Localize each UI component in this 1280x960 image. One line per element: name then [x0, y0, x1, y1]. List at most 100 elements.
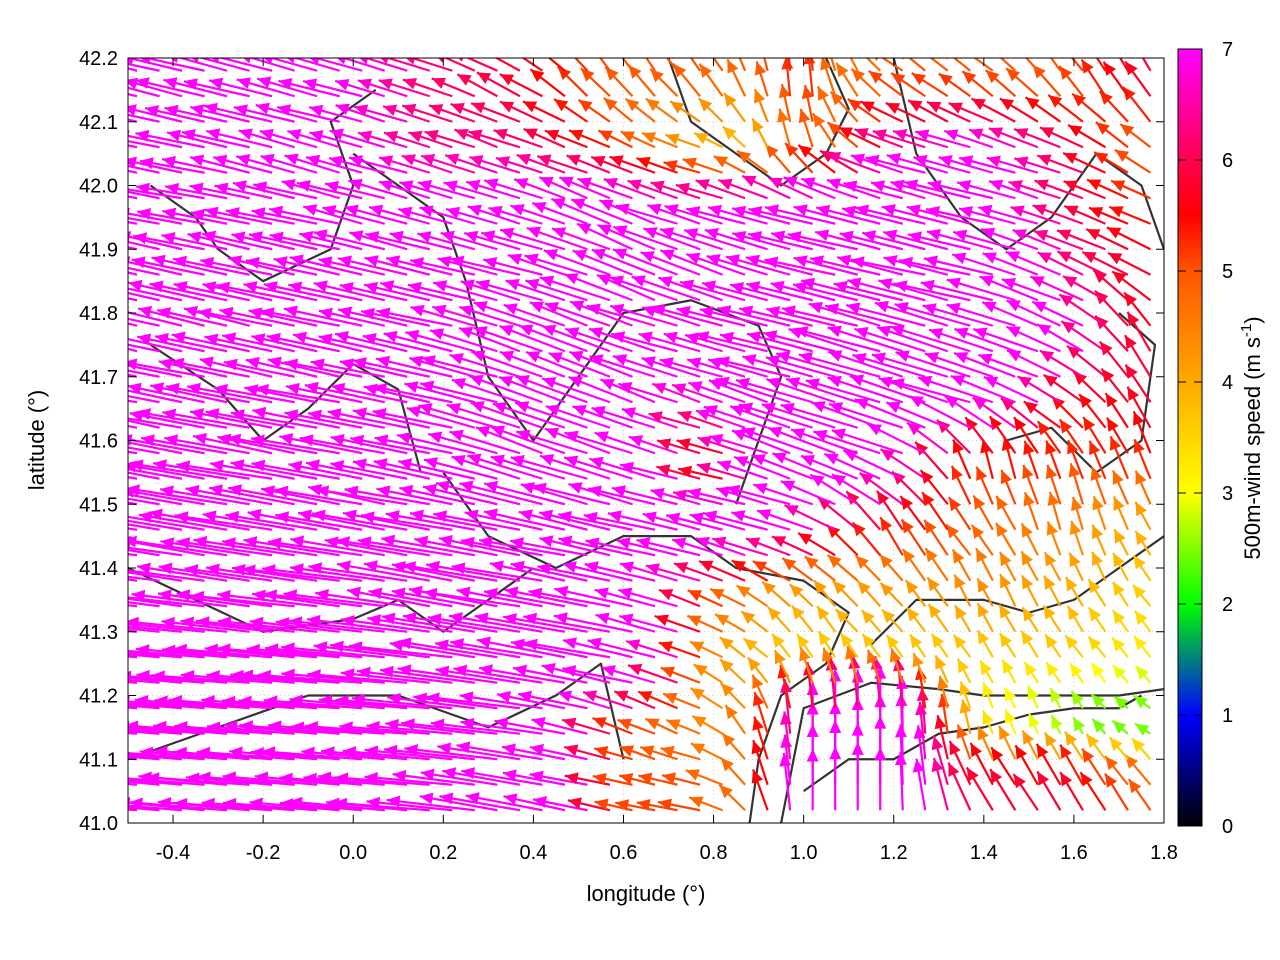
- wind-vector-head: [146, 772, 160, 785]
- wind-vector-head: [1022, 730, 1034, 745]
- wind-vector-head: [767, 606, 782, 621]
- wind-vector-head: [197, 771, 211, 784]
- wind-vector-head: [660, 745, 675, 758]
- wind-vector-shaft: [689, 58, 701, 72]
- wind-vector: [128, 519, 183, 531]
- wind-vector: [251, 589, 340, 608]
- wind-vector-head: [799, 647, 811, 662]
- wind-vector: [531, 716, 588, 735]
- wind-vector-head: [1032, 204, 1047, 216]
- wind-vector-shaft: [128, 552, 138, 557]
- wind-vector-head: [391, 561, 406, 573]
- wind-vector: [969, 742, 994, 786]
- wind-vector-head: [110, 591, 124, 603]
- wind-vector-head: [1015, 745, 1028, 760]
- wind-vector: [513, 178, 566, 200]
- wind-vector: [128, 704, 160, 710]
- wind-vector: [826, 523, 859, 557]
- wind-vector: [1021, 730, 1039, 760]
- wind-vector: [719, 636, 746, 659]
- wind-vector-shaft: [381, 615, 476, 633]
- wind-vector: [453, 664, 543, 684]
- wind-vector: [437, 742, 521, 761]
- wind-vector-shaft: [275, 513, 363, 531]
- wind-vector: [281, 642, 385, 659]
- wind-vector: [972, 494, 994, 531]
- wind-vector-head: [1025, 97, 1040, 110]
- wind-vector-shaft: [128, 548, 160, 557]
- wind-vector: [1090, 693, 1107, 710]
- wind-vector-shaft: [129, 801, 228, 812]
- wind-vector: [289, 694, 385, 710]
- wind-vector-head: [38, 670, 51, 682]
- wind-vector: [826, 554, 859, 582]
- wind-vector-head: [617, 718, 632, 730]
- wind-vector-head: [266, 332, 281, 345]
- colorbar-tick-label: 4: [1222, 372, 1233, 394]
- y-tick-label: 42.1: [79, 112, 118, 134]
- wind-vector-head: [433, 510, 448, 523]
- wind-vector-head: [757, 509, 772, 521]
- wind-vector-head: [414, 535, 429, 548]
- wind-vector: [128, 622, 205, 633]
- wind-vector-shaft: [311, 512, 408, 531]
- wind-vector: [1072, 716, 1086, 735]
- wind-vector: [387, 692, 475, 710]
- wind-vector: [951, 548, 972, 582]
- wind-vector: [1087, 635, 1107, 658]
- wind-vector: [1036, 154, 1084, 174]
- wind-vector-head: [435, 665, 450, 678]
- wind-vector-head: [101, 644, 114, 656]
- wind-vector-head: [874, 58, 879, 61]
- wind-vector-head: [430, 718, 445, 731]
- wind-vector: [854, 554, 882, 582]
- wind-vector-head: [514, 178, 529, 190]
- wind-vector-shaft: [151, 674, 250, 684]
- wind-vector-head: [335, 694, 349, 707]
- wind-vector-head: [206, 563, 220, 576]
- wind-vector: [184, 564, 273, 582]
- wind-vector-shaft: [383, 748, 475, 761]
- wind-vector-head: [250, 747, 264, 760]
- wind-vector-head: [464, 509, 479, 522]
- wind-vector-head: [953, 635, 967, 650]
- wind-vector-head: [222, 537, 236, 550]
- wind-vector-head: [397, 637, 412, 650]
- wind-vector-head: [988, 179, 1004, 192]
- wind-vector-head: [982, 682, 994, 697]
- wind-vector: [392, 769, 475, 786]
- wind-vector-head: [392, 769, 407, 782]
- wind-vector: [1020, 522, 1039, 556]
- wind-vector-shaft: [128, 527, 138, 531]
- wind-vector-head: [298, 509, 313, 522]
- wind-vector: [1069, 662, 1084, 684]
- wind-vector-head: [815, 229, 830, 242]
- wind-vector: [495, 156, 543, 174]
- wind-vector-shaft: [196, 750, 295, 761]
- wind-vector: [764, 143, 791, 174]
- wind-vector-shaft: [174, 514, 273, 531]
- wind-vector: [976, 577, 994, 607]
- wind-vector: [364, 771, 453, 786]
- wind-vector-head: [71, 208, 85, 220]
- x-tick-label: 1.2: [880, 842, 908, 864]
- wind-vector: [263, 695, 363, 710]
- wind-vector-head: [148, 508, 163, 521]
- wind-vector-head: [840, 37, 851, 51]
- wind-vector-head: [251, 459, 266, 472]
- wind-vector: [580, 67, 611, 98]
- wind-vector: [697, 97, 724, 123]
- wind-vector: [1111, 719, 1129, 735]
- wind-vector: [953, 574, 972, 607]
- wind-vector: [342, 746, 430, 761]
- wind-vector: [333, 797, 430, 812]
- wind-vector-shaft: [320, 749, 408, 761]
- wind-vector: [128, 676, 183, 684]
- wind-vector-head: [1134, 636, 1147, 651]
- wind-vector-head: [313, 641, 328, 654]
- wind-vector-head: [1043, 605, 1056, 620]
- wind-vector-shaft: [289, 566, 385, 582]
- wind-vector: [562, 637, 633, 659]
- wind-vector-shaft: [434, 642, 521, 659]
